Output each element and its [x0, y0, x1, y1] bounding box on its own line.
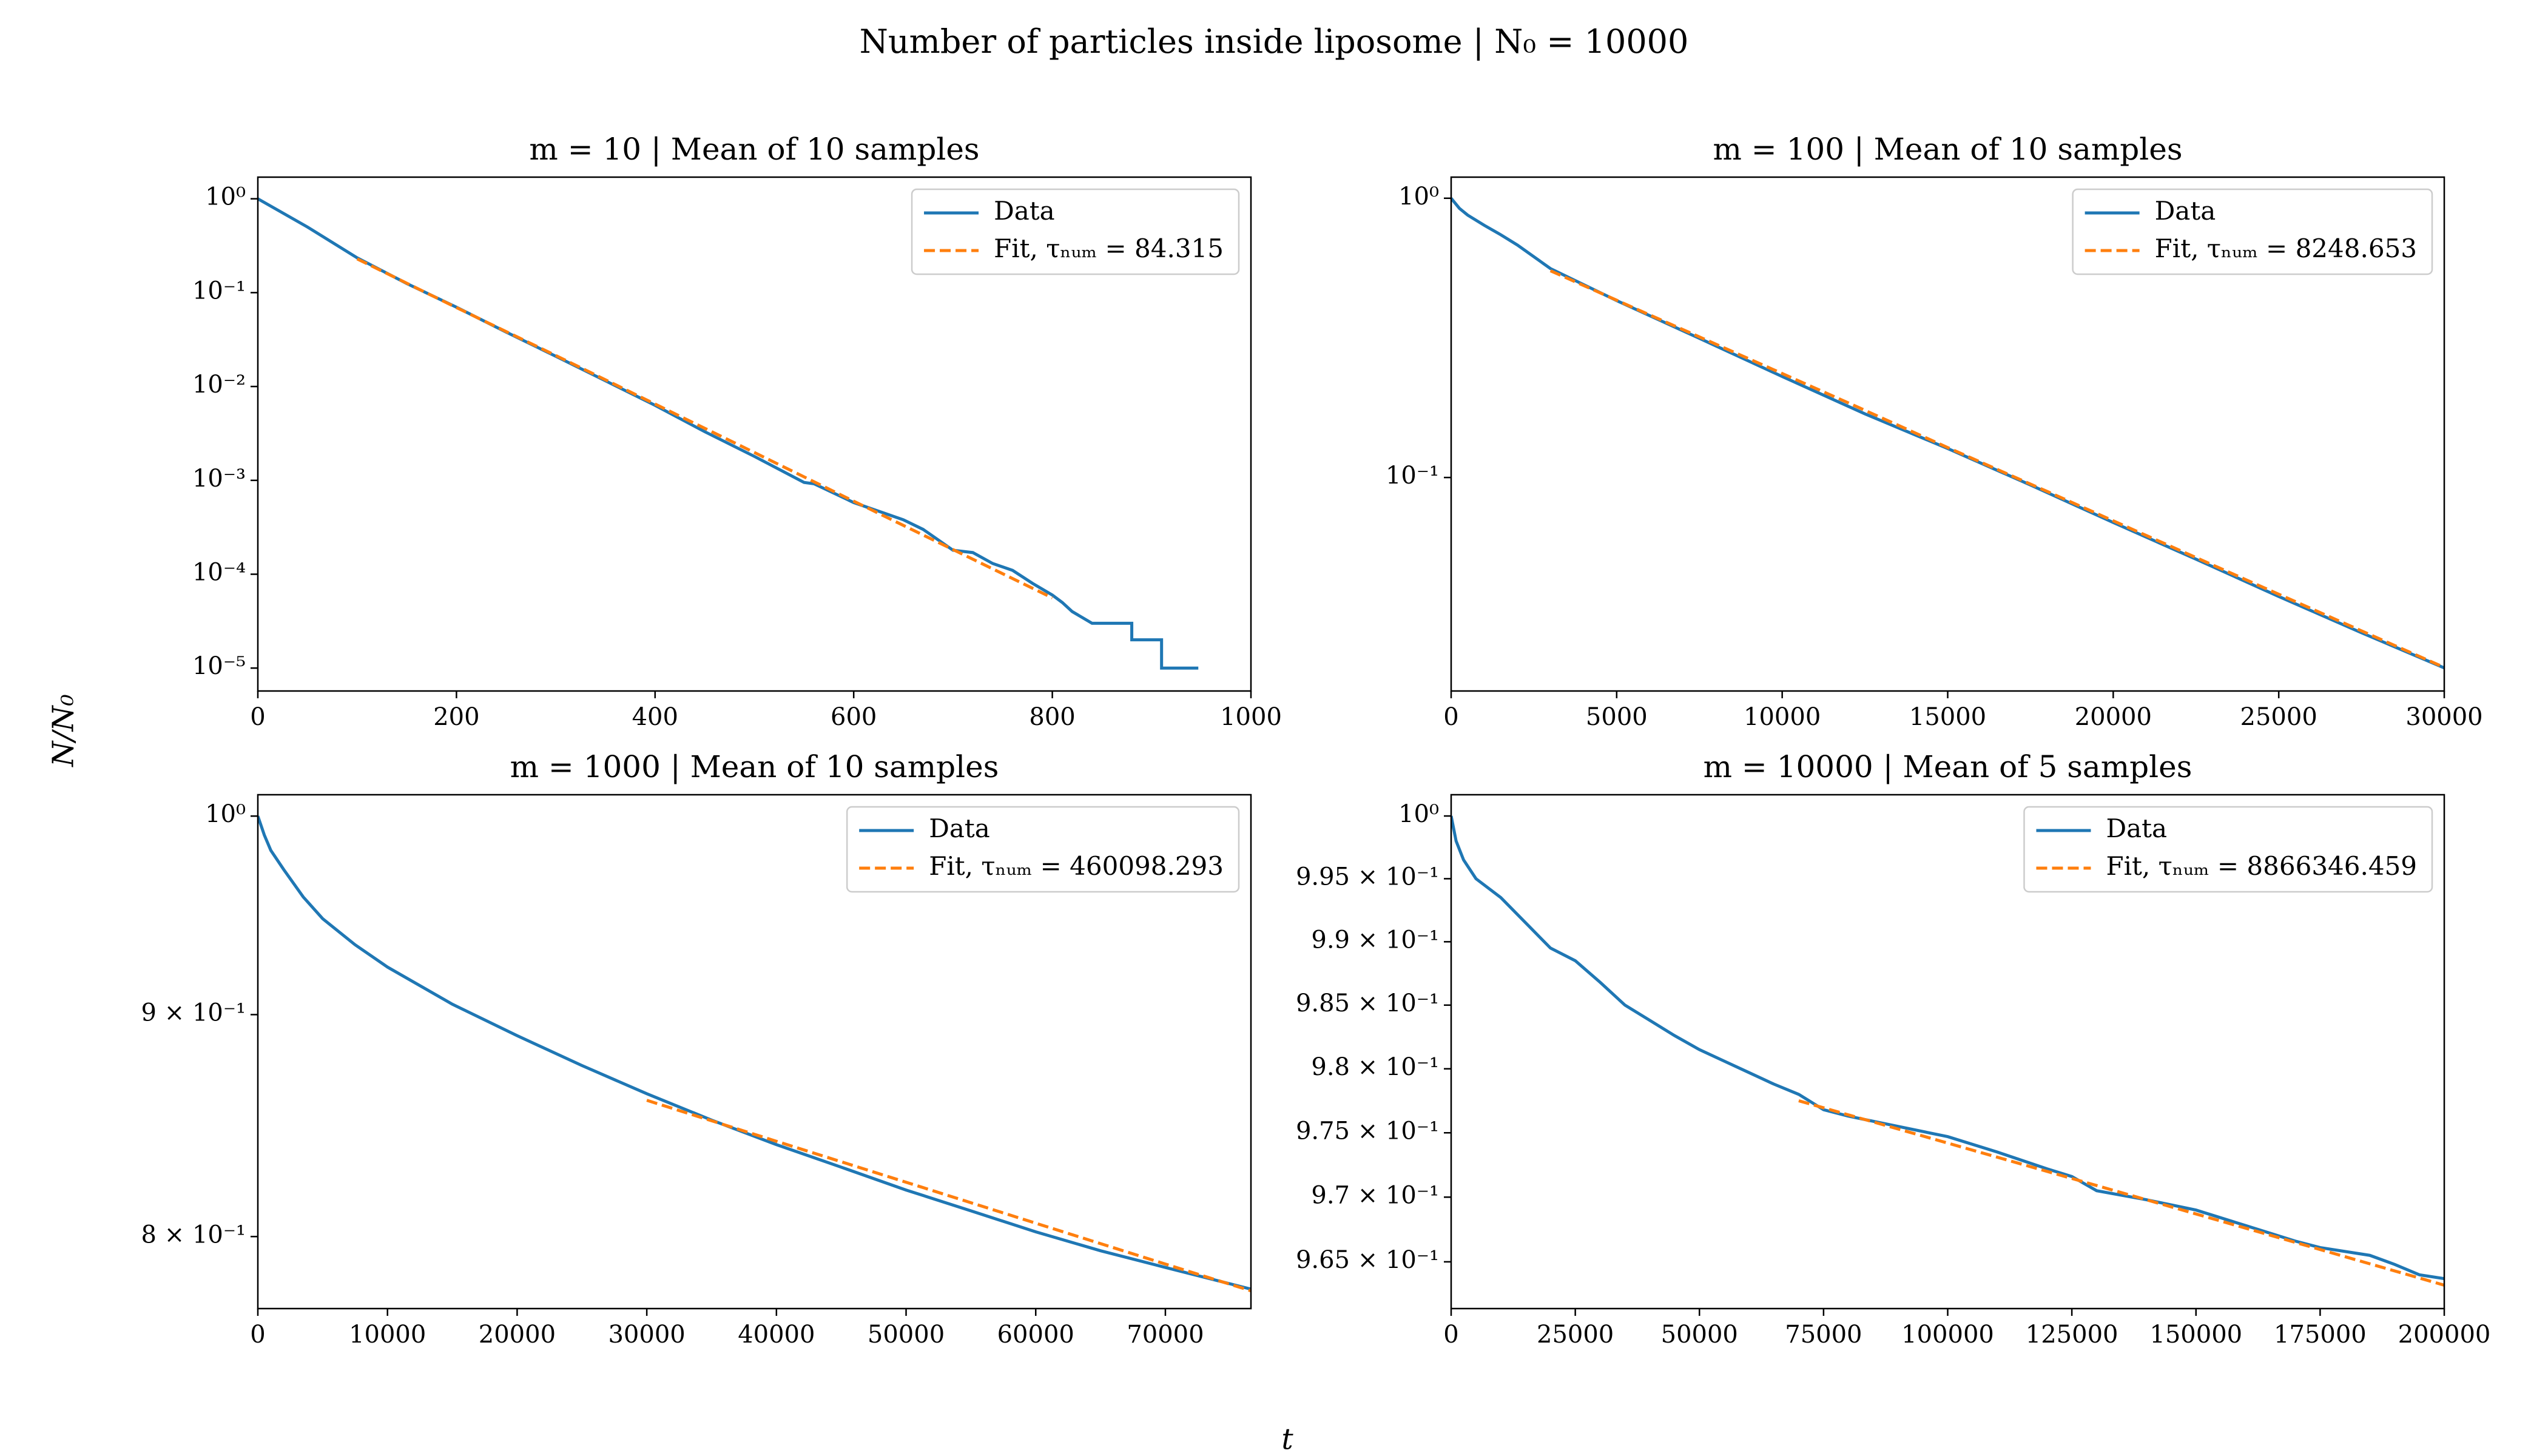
data-line [258, 197, 1199, 670]
x-tick-label: 600 [831, 703, 877, 731]
x-tick-label: 200 [433, 703, 479, 731]
subplot: m = 100 | Mean of 10 samples 0 5000 10000 15… [1386, 132, 2483, 731]
y-tick-label: 9.8 × 10⁻¹ [1311, 1053, 1439, 1081]
data-line [1451, 815, 2444, 1281]
subplot: m = 10 | Mean of 10 samples 0 200 400 600 800… [192, 132, 1282, 731]
y-tick-label: 10⁻² [192, 371, 246, 399]
y-tick-label: 8 × 10⁻¹ [141, 1221, 246, 1249]
figure-title: Number of particles inside liposome | N₀… [860, 22, 1689, 61]
x-tick-label: 15000 [1909, 703, 1986, 731]
y-tick-label: 9.7 × 10⁻¹ [1311, 1181, 1439, 1209]
x-tick-label: 20000 [2075, 703, 2152, 731]
x-tick-label: 150000 [2149, 1321, 2242, 1349]
x-tick-label: 50000 [868, 1321, 945, 1349]
x-tick-label: 0 [250, 703, 265, 731]
x-tick-label: 70000 [1127, 1321, 1204, 1349]
y-tick-label: 10⁰ [1398, 800, 1439, 828]
legend: Data Fit, τₙᵤₘ = 460098.293 [846, 806, 1240, 893]
legend-box [911, 188, 1240, 275]
legend-label: Data [2106, 814, 2167, 843]
y-tick-label: 10⁻¹ [192, 277, 246, 305]
legend-label: Fit, τₙᵤₘ = 8248.653 [2155, 234, 2417, 263]
y-tick-label: 10⁻⁵ [192, 652, 246, 680]
y-tick-label: 9.9 × 10⁻¹ [1311, 926, 1439, 954]
x-tick-label: 20000 [479, 1321, 556, 1349]
x-tick-label: 50000 [1661, 1321, 1738, 1349]
x-tick-label: 30000 [608, 1321, 685, 1349]
legend-label: Data [929, 814, 990, 843]
data-line [356, 257, 1053, 599]
y-tick-label: 10⁰ [205, 183, 246, 211]
legend-box [2072, 188, 2433, 275]
y-tick-label: 9.85 × 10⁻¹ [1296, 989, 1439, 1017]
x-tick-label: 25000 [2240, 703, 2317, 731]
x-tick-label: 800 [1029, 703, 1075, 731]
y-tick-label: 10⁻¹ [1386, 462, 1439, 490]
x-tick-label: 40000 [738, 1321, 815, 1349]
data-line [1798, 1099, 2444, 1287]
legend-label: Fit, τₙᵤₘ = 84.315 [994, 234, 1224, 263]
y-tick-label: 10⁰ [1398, 183, 1439, 211]
subplot: m = 10000 | Mean of 5 samples 0 25000 50000… [1296, 749, 2490, 1349]
x-tick-label: 400 [632, 703, 678, 731]
x-tick-label: 10000 [1744, 703, 1821, 731]
axes-frame [257, 794, 1252, 1310]
legend: Data Fit, τₙᵤₘ = 8866346.459 [2023, 806, 2433, 893]
subplot-title: m = 10 | Mean of 10 samples [529, 132, 979, 167]
y-tick-label: 10⁻⁴ [192, 559, 246, 587]
legend-box [846, 806, 1240, 893]
subplot-title: m = 10000 | Mean of 5 samples [1704, 749, 2192, 784]
x-tick-label: 30000 [2405, 703, 2482, 731]
axes-frame [257, 176, 1252, 692]
data-line [258, 815, 1251, 1291]
y-tick-label: 9.95 × 10⁻¹ [1296, 863, 1439, 891]
data-line [646, 1099, 1251, 1293]
subplot-title: m = 1000 | Mean of 10 samples [510, 749, 999, 784]
subplot-title: m = 100 | Mean of 10 samples [1713, 132, 2183, 167]
legend: Data Fit, τₙᵤₘ = 84.315 [911, 188, 1240, 275]
legend-label: Data [2155, 196, 2216, 226]
x-tick-label: 0 [1443, 703, 1458, 731]
subplot: m = 1000 | Mean of 10 samples 0 10000 20000… [141, 749, 1252, 1349]
legend-label: Data [994, 196, 1055, 226]
y-tick-label: 9.75 × 10⁻¹ [1296, 1117, 1439, 1145]
x-tick-label: 5000 [1586, 703, 1648, 731]
legend: Data Fit, τₙᵤₘ = 8248.653 [2072, 188, 2433, 275]
x-tick-label: 25000 [1537, 1321, 1614, 1349]
x-tick-label: 125000 [2026, 1321, 2118, 1349]
x-tick-label: 60000 [997, 1321, 1074, 1349]
legend-label: Fit, τₙᵤₘ = 8866346.459 [2106, 851, 2417, 881]
x-tick-label: 200000 [2398, 1321, 2491, 1349]
data-line [1451, 197, 2444, 670]
x-tick-label: 0 [1443, 1321, 1458, 1349]
y-tick-label: 10⁻³ [192, 465, 246, 493]
x-tick-label: 75000 [1785, 1321, 1862, 1349]
legend-label: Fit, τₙᵤₘ = 460098.293 [929, 851, 1224, 881]
y-axis-label: N/N₀ [47, 694, 81, 767]
legend-box [2023, 806, 2433, 893]
x-tick-label: 100000 [1901, 1321, 1994, 1349]
y-tick-label: 10⁰ [205, 800, 246, 828]
y-tick-label: 9.65 × 10⁻¹ [1296, 1246, 1439, 1274]
data-line [1549, 269, 2444, 669]
y-tick-label: 9 × 10⁻¹ [141, 999, 246, 1026]
x-tick-label: 1000 [1220, 703, 1282, 731]
x-axis-label: t [1281, 1423, 1293, 1456]
x-tick-label: 175000 [2274, 1321, 2367, 1349]
x-tick-label: 10000 [349, 1321, 426, 1349]
x-tick-label: 0 [250, 1321, 265, 1349]
